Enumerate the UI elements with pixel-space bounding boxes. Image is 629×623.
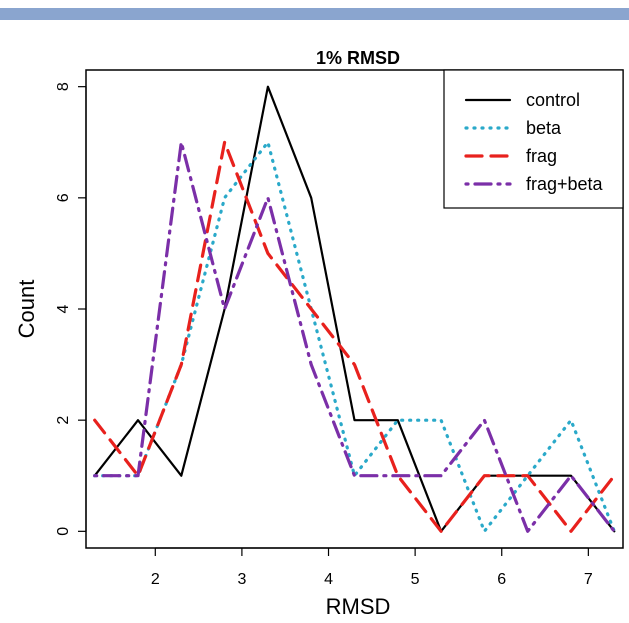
y-axis-label: Count <box>14 280 39 339</box>
y-tick-label: 8 <box>55 82 72 91</box>
x-tick-label: 5 <box>411 571 420 588</box>
x-tick-label: 4 <box>324 571 333 588</box>
series-line-frag-beta <box>93 140 616 533</box>
x-tick-label: 2 <box>151 571 160 588</box>
x-tick-label: 3 <box>237 571 246 588</box>
x-tick-label: 7 <box>584 571 593 588</box>
legend-label: frag <box>526 146 557 166</box>
y-tick-label: 4 <box>55 304 72 313</box>
y-tick-label: 0 <box>55 527 72 536</box>
x-tick-label: 6 <box>497 571 506 588</box>
series-line-frag <box>93 140 616 533</box>
chart-title: 1% RMSD <box>316 48 400 68</box>
legend-label: beta <box>526 118 562 138</box>
x-axis-label: RMSD <box>326 594 391 619</box>
y-tick-label: 6 <box>55 193 72 202</box>
y-tick-label: 2 <box>55 416 72 425</box>
legend-label: frag+beta <box>526 174 604 194</box>
legend: control beta frag frag+beta <box>443 69 624 209</box>
header-stripe <box>0 0 629 20</box>
legend-label: control <box>526 90 580 110</box>
